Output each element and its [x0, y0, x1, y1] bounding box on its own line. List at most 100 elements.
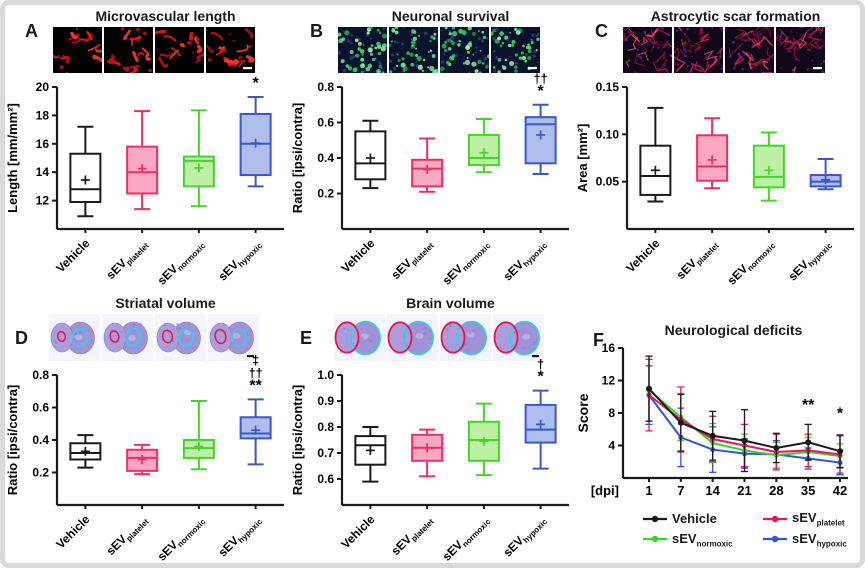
mean-marker — [194, 442, 204, 451]
x-category-label: Vehicle — [53, 236, 92, 275]
y-tick-label: 16 — [36, 137, 50, 151]
figure-grid: A Microvascular length 12 14 16 18 20 Length … — [5, 5, 860, 565]
panel-title-d: Striatal volume — [115, 295, 216, 311]
micrograph-neurons-3 — [440, 27, 489, 73]
x-tick-label: 42 — [833, 483, 847, 498]
significance-annotation: * — [538, 369, 545, 386]
legend-item-sev-platelet: sEVplatelet — [763, 510, 865, 528]
box-plot-astrocytic-scar: 0.05 0.10 0.15 Area [mm²] Vehicle sEVplatelet… — [575, 80, 854, 289]
y-tick-label: 0.05 — [596, 175, 620, 189]
x-category-label: sEVnormoxic — [440, 512, 493, 565]
mean-marker — [479, 436, 489, 446]
micrograph-strip-astrocytes — [623, 27, 860, 73]
legend-label: sEVhypoxic — [792, 530, 847, 549]
panel-letter-b: B — [310, 21, 323, 41]
y-tick-label: 12 — [602, 374, 616, 388]
x-category-label: sEVhypoxic — [215, 512, 264, 561]
mean-marker — [251, 138, 261, 148]
micrograph-brain-striatum-2 — [102, 314, 153, 361]
x-category-label: sEVnormoxic — [440, 236, 493, 289]
significance-annotation: † — [537, 358, 544, 372]
y-axis-label: Area [mm²] — [575, 124, 590, 193]
mean-marker — [821, 175, 831, 185]
mean-marker — [536, 419, 546, 429]
mean-marker — [194, 163, 204, 173]
x-category-label: sEVnormoxic — [155, 512, 208, 565]
y-tick-label: 1.0 — [317, 368, 334, 382]
significance-annotation: ‡ — [252, 353, 259, 367]
x-category-label: sEVplatelet — [673, 236, 720, 283]
box-sEV_platelet — [126, 110, 159, 211]
x-category-label: sEVhypoxic — [785, 236, 834, 285]
micrograph-strip-brain-striatum — [49, 314, 290, 361]
micrograph-brain-hemisphere-1 — [334, 314, 385, 361]
scale-bar — [528, 67, 537, 70]
x-tick-label: 1 — [645, 483, 652, 498]
mean-marker — [422, 165, 432, 175]
x-tick-label: 28 — [769, 483, 783, 498]
panel-letter-a: A — [25, 21, 38, 41]
mean-marker — [479, 148, 489, 158]
y-tick-label: 0.2 — [317, 187, 334, 201]
y-axis-label: Length [mm/mm²] — [5, 103, 20, 213]
mean-marker — [650, 165, 660, 175]
panel-letter-d: D — [15, 328, 28, 348]
y-tick-label: 14 — [36, 165, 50, 179]
box-sEV_hypoxic — [809, 157, 842, 191]
micrograph-neurons-4 — [491, 27, 540, 73]
x-category-label: sEVhypoxic — [215, 236, 264, 285]
micrograph-brain-striatum-3 — [155, 314, 206, 361]
mean-marker — [365, 445, 375, 455]
mean-marker — [251, 425, 261, 435]
y-axis-label: Score — [575, 393, 591, 432]
box-plot-neuronal-survival: 0.2 0.4 0.6 0.8 Ratio [ipsi/contra] Vehicle sE… — [290, 72, 569, 289]
y-tick-label: 18 — [36, 108, 50, 122]
significance-annotation: * — [253, 75, 260, 92]
micrograph-astrocytes-2 — [674, 27, 723, 73]
legend-item-sev-hypoxic: sEVhypoxic — [763, 530, 865, 549]
box-sEV_hypoxic — [524, 103, 557, 175]
box-sEV_platelet — [696, 117, 729, 190]
y-tick-label: 16 — [602, 341, 616, 355]
x-category-label: sEVplatelet — [388, 236, 435, 283]
panel-title-e: Brain volume — [406, 295, 495, 311]
panel-microvascular-length: A Microvascular length 12 14 16 18 20 Length … — [5, 5, 290, 292]
y-tick-label: 0.8 — [317, 80, 334, 94]
y-tick-label: 8 — [608, 406, 615, 420]
y-tick-label: 0.6 — [317, 116, 334, 130]
y-axis-label: Ratio [ipsi/contra] — [290, 385, 305, 496]
micrograph-astrocytes-1 — [623, 27, 672, 73]
x-tick-label: 7 — [677, 483, 684, 498]
box-sEV_platelet — [411, 428, 444, 478]
panel-brain-volume: E Brain volume 0.6 0.7 0.8 0.9 1.0 Ratio [ips… — [290, 292, 575, 565]
panel-neurological-deficits: F Neurological deficits 4 8 12 16 Score 1 7 14 2… — [575, 292, 860, 563]
x-category-label: sEVplatelet — [388, 512, 435, 559]
significance-annotation: * — [538, 83, 545, 100]
box-sEV_normoxic — [467, 117, 500, 174]
significance-annotation: ** — [802, 397, 815, 414]
panel-title-a: Microvascular length — [95, 8, 236, 24]
micrograph-vessels-4 — [206, 27, 255, 73]
line-plot-legend: Vehicle sEVplatelet sEVnormoxic sEVhypoxic — [643, 510, 860, 548]
x-tick-label: 14 — [705, 483, 720, 498]
micrograph-vessels-1 — [53, 27, 102, 73]
panel-striatal-volume: D Striatal volume 0.2 0.4 0.6 0.8 Ratio [ips… — [5, 292, 290, 565]
y-tick-label: 0.2 — [32, 466, 49, 480]
panel-neuronal-survival: B Neuronal survival 0.2 0.4 0.6 0.8 Ratio [i… — [290, 5, 575, 292]
series-Vehicle — [645, 355, 844, 473]
y-tick-label: 0.8 — [32, 368, 49, 382]
micrograph-brain-hemisphere-3 — [440, 314, 491, 361]
micrograph-neurons-2 — [389, 27, 438, 73]
y-tick-label: 0.6 — [32, 401, 49, 415]
mean-marker — [707, 155, 717, 165]
micrograph-brain-hemisphere-4 — [493, 314, 544, 361]
x-category-label: sEVhypoxic — [500, 236, 549, 285]
significance-annotation: ** — [249, 377, 262, 394]
mean-marker — [764, 165, 774, 175]
x-category-label: sEVplatelet — [103, 512, 150, 559]
panel-letter-f: F — [593, 330, 604, 350]
legend-marker-icon — [763, 515, 787, 522]
legend-label: sEVplatelet — [792, 510, 845, 528]
x-category-label: sEVplatelet — [103, 236, 150, 283]
micrograph-brain-striatum-1 — [49, 314, 100, 361]
